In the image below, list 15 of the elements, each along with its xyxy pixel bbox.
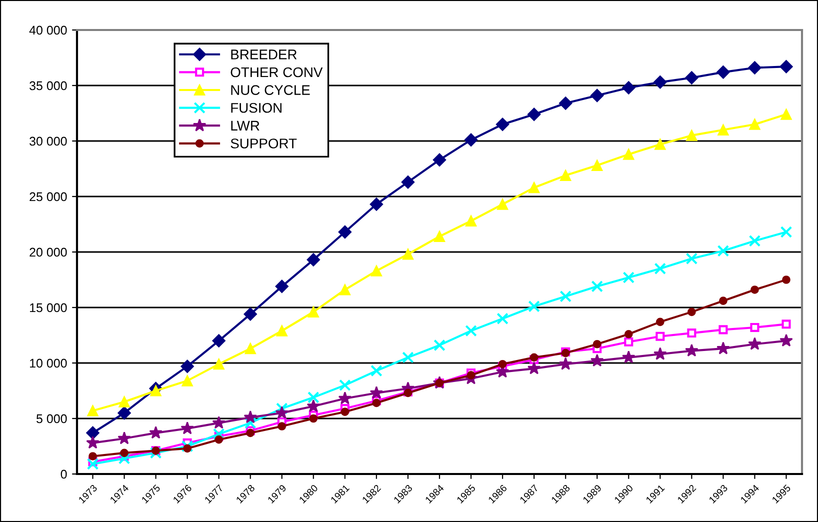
- legend-label: FUSION: [231, 102, 282, 113]
- y-tick-label: 30 000: [30, 136, 67, 146]
- legend-label: NUC CYCLE: [231, 85, 310, 95]
- y-tick-label: 15 000: [30, 303, 67, 312]
- legend-label: LWR: [231, 120, 260, 130]
- y-tick-label: 20 000: [30, 248, 67, 257]
- y-tick-label: 25 000: [30, 192, 67, 202]
- y-tick-label: 35 000: [30, 81, 67, 90]
- legend-label: OTHER CONV: [230, 67, 323, 78]
- y-tick-label: 0: [60, 470, 67, 479]
- y-tick-label: 5 000: [36, 414, 67, 424]
- y-tick-label: 40 000: [29, 26, 67, 35]
- legend-label: SUPPORT: [230, 138, 297, 148]
- legend-label: BREEDER: [231, 50, 297, 60]
- y-tick-label: 10 000: [30, 358, 67, 368]
